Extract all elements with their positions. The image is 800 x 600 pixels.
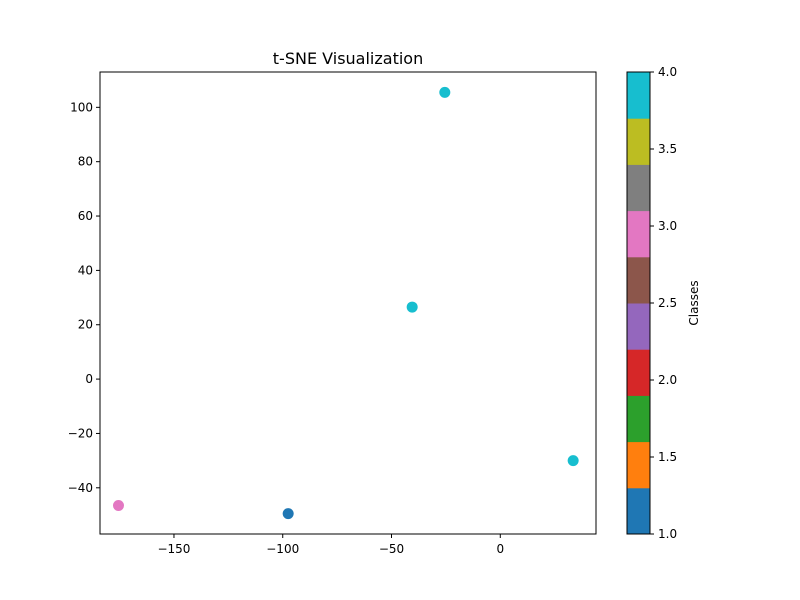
x-tick-label: −50: [379, 542, 404, 556]
colorbar-segment: [627, 118, 650, 165]
x-tick-label: −100: [266, 542, 299, 556]
data-point: [112, 499, 124, 511]
colorbar-tick-label: 1.0: [658, 527, 677, 541]
colorbar-segment: [627, 164, 650, 212]
x-tick-label: −150: [157, 542, 190, 556]
y-tick-label: −20: [68, 426, 93, 440]
y-tick-label: 100: [70, 100, 93, 114]
chart-title: t-SNE Visualization: [273, 49, 423, 68]
plot-area: −150 −100 −50 0 −40 −20 0 20 40 60 80 100: [68, 71, 597, 556]
colorbar-segment: [627, 487, 650, 535]
axes-frame: [99, 71, 597, 535]
y-tick-label: 40: [78, 263, 93, 277]
y-tick-label: −40: [68, 481, 93, 495]
colorbar-tick-label: 1.5: [658, 450, 677, 464]
x-tick-label: 0: [496, 542, 504, 556]
y-tick-label: 80: [78, 155, 93, 169]
colorbar: 1.0 1.5 2.0 2.5 3.0 3.5 4.0: [626, 65, 677, 541]
colorbar-segment: [627, 303, 650, 350]
colorbar-segment: [627, 441, 650, 489]
data-point: [406, 301, 418, 313]
colorbar-segment: [627, 395, 650, 443]
colorbar-tick-label: 3.0: [658, 219, 677, 233]
y-tick-label: 0: [85, 372, 93, 386]
colorbar-segment: [627, 349, 650, 396]
y-tick-label: 60: [78, 209, 93, 223]
data-point: [567, 455, 579, 467]
data-point: [282, 508, 294, 520]
data-point: [439, 86, 451, 98]
colorbar-segment: [627, 72, 650, 119]
y-tick-label: 20: [78, 318, 93, 332]
colorbar-tick-label: 2.0: [658, 373, 677, 387]
colorbar-segment: [627, 256, 650, 304]
colorbar-label: Classes: [687, 280, 701, 325]
colorbar-tick-label: 3.5: [658, 142, 677, 156]
colorbar-tick-label: 4.0: [658, 65, 677, 79]
colorbar-segment: [627, 210, 650, 258]
colorbar-tick-label: 2.5: [658, 296, 677, 310]
